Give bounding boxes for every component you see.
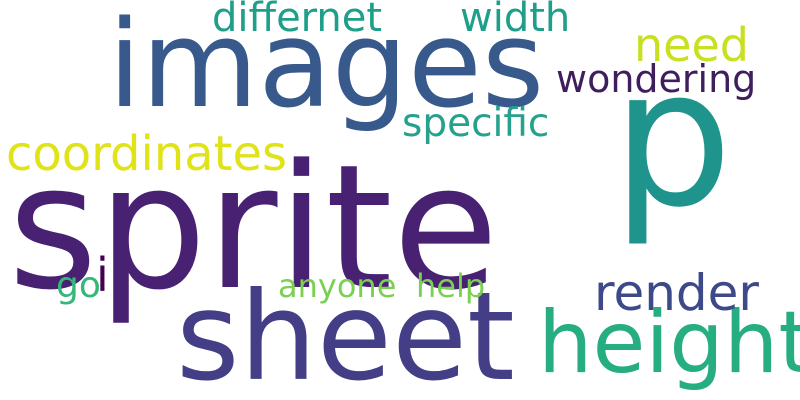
word-width: width: [460, 0, 571, 41]
word-sprite: sprite: [8, 127, 499, 328]
word-differnet: differnet: [212, 0, 383, 41]
word-wondering: wondering: [556, 57, 757, 101]
word-images: images: [108, 0, 545, 135]
word-anyone: anyone: [278, 267, 397, 305]
word-render: render: [594, 264, 759, 322]
word-coordinates: coordinates: [6, 126, 288, 182]
word-go: go: [56, 265, 101, 306]
word-height: height: [538, 293, 800, 393]
word-i: i: [96, 248, 109, 302]
word-sheet: sheet: [176, 266, 515, 400]
word-specific: specific: [402, 101, 550, 146]
word-p: p: [612, 28, 733, 249]
word-need: need: [634, 18, 749, 72]
word-help: help: [416, 267, 486, 305]
